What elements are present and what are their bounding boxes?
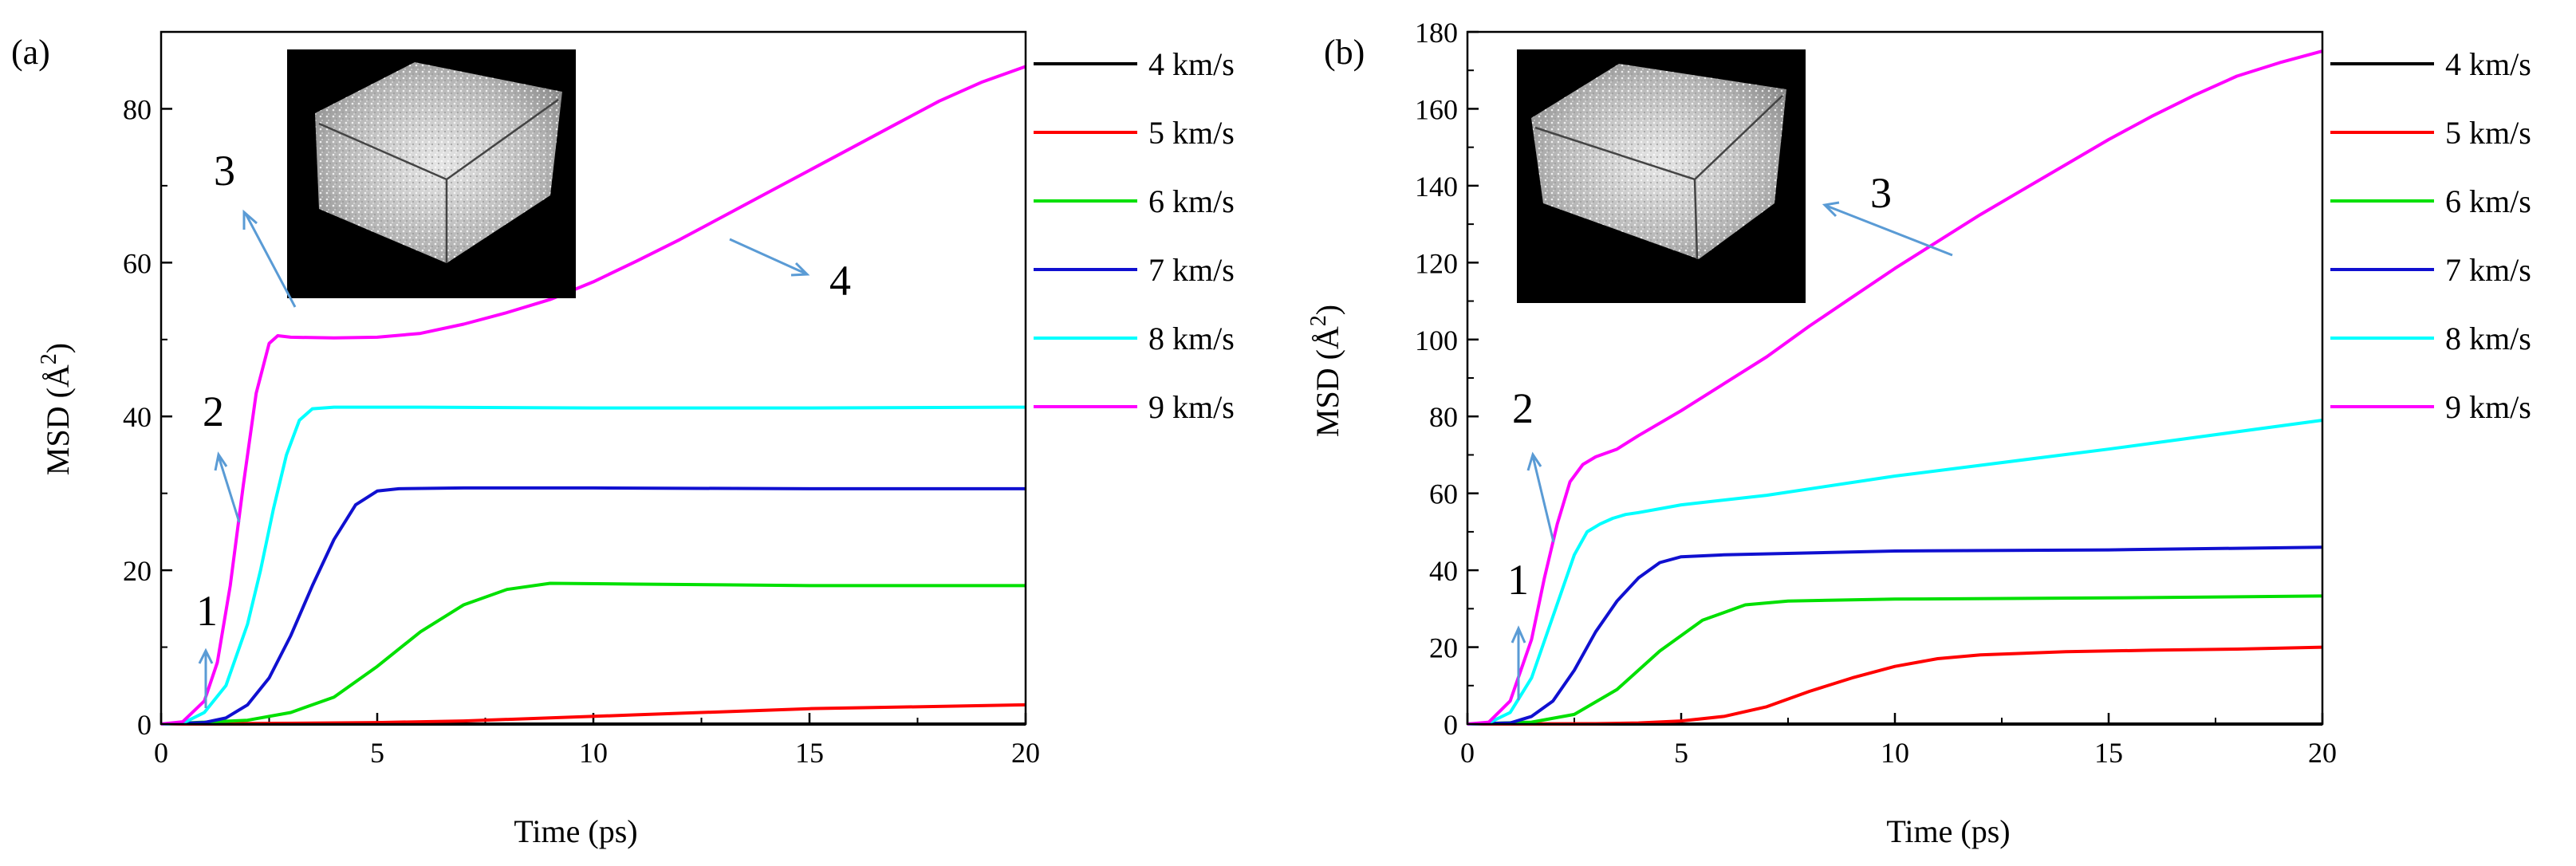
legend: 4 km/s 5 km/s 6 km/s 7 km/s 8 km/s 9 km/s (1034, 46, 1235, 425)
inset-box-texture (1531, 64, 1786, 259)
x-tick-label: 0 (1460, 737, 1475, 769)
series-line-5kms (160, 703, 1026, 726)
x-axis-title: Time (ps) (514, 813, 637, 849)
axis-ticks: 0 5 10 15 20 0 20 40 60 80 (123, 93, 1040, 769)
y-axis-title-superscript: 2 (37, 353, 61, 364)
y-tick-label: 20 (123, 555, 152, 587)
y-axis-title-superscript: 2 (1306, 315, 1331, 326)
annotation-label-2: 2 (203, 388, 224, 435)
y-tick-label: 40 (123, 401, 152, 433)
legend-label: 8 km/s (1148, 321, 1235, 356)
series-line-6kms (1467, 594, 2323, 726)
annotation-label-1: 1 (1507, 556, 1529, 604)
annotation-arrow-3 (1822, 201, 1953, 257)
plot-frame (160, 30, 1027, 726)
y-axis-title-close: ) (40, 343, 76, 353)
legend: 4 km/s 5 km/s 6 km/s 7 km/s 8 km/s 9 km/s (2330, 46, 2531, 425)
plot-frame (1466, 30, 2324, 726)
x-tick-label: 5 (1674, 737, 1688, 769)
y-tick-label: 120 (1415, 247, 1458, 279)
series-line-8kms (1467, 419, 2323, 726)
y-tick-label: 40 (1429, 555, 1458, 587)
annotation-label-2: 2 (1512, 384, 1534, 432)
axis-ticks: 0 5 10 15 20 0 20 40 60 80 100 120 140 160 180 (1415, 17, 2337, 769)
y-tick-label: 20 (1429, 632, 1458, 664)
y-tick-label: 180 (1415, 17, 1458, 49)
y-tick-label: 140 (1415, 171, 1458, 203)
annotation-arrow-2 (214, 451, 241, 523)
y-axis-title-close: ) (1310, 305, 1345, 315)
y-axis-title: MSD (Å2) (1306, 305, 1345, 437)
y-tick-label: 60 (1429, 478, 1458, 510)
annotation-label-4: 4 (829, 257, 851, 305)
inset-box-edges (1534, 95, 1783, 260)
x-tick-label: 15 (795, 737, 824, 769)
legend-label: 6 km/s (2445, 183, 2531, 219)
x-tick-label: 10 (1881, 737, 1909, 769)
annotation-arrow-2 (1526, 451, 1555, 543)
series-line-8kms (160, 405, 1026, 726)
annotation-label-3: 3 (214, 147, 235, 195)
inset-box-edges (318, 98, 559, 263)
x-tick-label: 15 (2094, 737, 2123, 769)
panel-label: (b) (1324, 33, 1365, 72)
annotation-arrow-1 (1511, 625, 1526, 700)
y-tick-label: 0 (137, 709, 152, 741)
y-tick-label: 80 (1429, 401, 1458, 433)
y-axis-title: MSD (Å2) (37, 343, 76, 475)
inset-box-texture (315, 62, 562, 263)
y-tick-label: 0 (1444, 709, 1458, 741)
inset-atomic-box (1517, 49, 1806, 303)
x-tick-label: 10 (579, 737, 608, 769)
series-line-9kms (1467, 49, 2323, 726)
series-line-6kms (160, 581, 1026, 726)
annotation-arrow-3 (242, 209, 297, 308)
legend-label: 6 km/s (1148, 183, 1235, 219)
x-tick-label: 5 (370, 737, 384, 769)
y-tick-label: 80 (123, 93, 152, 125)
annotations (1511, 201, 1953, 700)
legend-label: 9 km/s (1148, 389, 1235, 425)
y-tick-label: 160 (1415, 93, 1458, 125)
legend-label: 5 km/s (2445, 115, 2531, 151)
legend-label: 9 km/s (2445, 389, 2531, 425)
annotation-arrow-4 (729, 238, 810, 277)
series-line-7kms (1467, 545, 2323, 726)
annotation-label-1: 1 (196, 587, 218, 635)
series-line-5kms (1467, 645, 2323, 726)
y-tick-label: 60 (123, 247, 152, 279)
annotation-label-3: 3 (1870, 169, 1892, 217)
legend-label: 8 km/s (2445, 321, 2531, 356)
legend-label: 5 km/s (1148, 115, 1235, 151)
annotations (198, 209, 810, 708)
legend-label: 4 km/s (2445, 46, 2531, 82)
legend-label: 4 km/s (1148, 46, 1235, 82)
legend-label: 7 km/s (2445, 252, 2531, 288)
y-axis-title-text: MSD (Å (40, 364, 76, 475)
legend-label: 7 km/s (1148, 252, 1235, 288)
series-line-9kms (160, 65, 1026, 726)
x-tick-label: 20 (1011, 737, 1040, 769)
x-tick-label: 20 (2308, 737, 2337, 769)
panel-b: (b) MSD (Å2) Time (ps) 0 5 10 15 20020406080… (1306, 17, 2531, 849)
series-line-7kms (160, 486, 1026, 726)
y-tick-label: 100 (1415, 325, 1458, 356)
annotation-arrow-1 (198, 648, 214, 708)
panel-label: (a) (11, 33, 50, 72)
inset-atomic-box (287, 49, 576, 298)
x-axis-title: Time (ps) (1886, 813, 2010, 849)
x-tick-label: 0 (154, 737, 168, 769)
y-axis-title-text: MSD (Å (1310, 326, 1345, 437)
panel-a: (a) MSD (Å2) Time (ps) 0 5 10 15 20020406080… (11, 30, 1235, 849)
